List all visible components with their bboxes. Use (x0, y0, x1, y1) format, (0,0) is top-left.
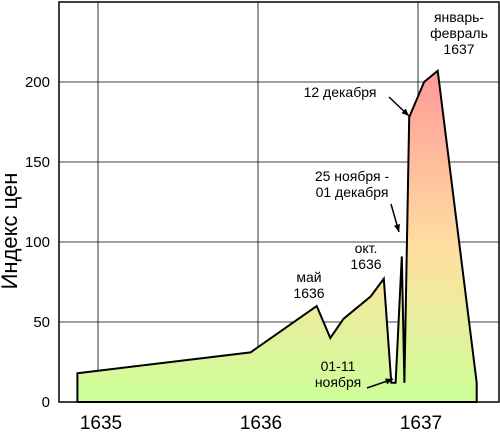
annotation-nov-01-11: 01-11 ноября (315, 358, 361, 390)
grid-lines (59, 2, 499, 402)
arrow-dec-12-head (401, 108, 409, 116)
y-tick-label: 0 (42, 394, 50, 411)
x-tick-labels: 1635 1636 1637 (80, 413, 442, 432)
y-axis-label: Индекс цен (0, 173, 22, 290)
plot-frame (58, 1, 500, 403)
annotation-may-1636: май 1636 (293, 269, 324, 301)
x-tick-label: 1635 (80, 413, 122, 432)
x-tick-label: 1637 (400, 413, 442, 432)
annotation-dec-12: 12 декабря (304, 84, 377, 100)
x-tick-label: 1636 (240, 413, 282, 432)
price-area (76, 68, 478, 403)
annotation-nov25-dec01: 25 ноября -01 декабря (315, 168, 390, 200)
annotation-jan-feb-1637: январь-февраль 1637 (430, 9, 488, 57)
y-tick-label: 100 (25, 234, 50, 251)
y-tick-label: 200 (25, 74, 50, 91)
annotation-oct-1636: окт. 1636 (350, 240, 381, 272)
arrow-nov25-head (393, 224, 400, 232)
y-tick-label: 150 (25, 154, 50, 171)
arrow-nov-01-head (385, 378, 393, 385)
annotations: январь-февраль 1637 12 декабря 25 ноября -0… (293, 9, 487, 390)
y-tick-label: 50 (33, 314, 50, 331)
y-tick-labels: 0 50 100 150 200 (25, 74, 50, 411)
